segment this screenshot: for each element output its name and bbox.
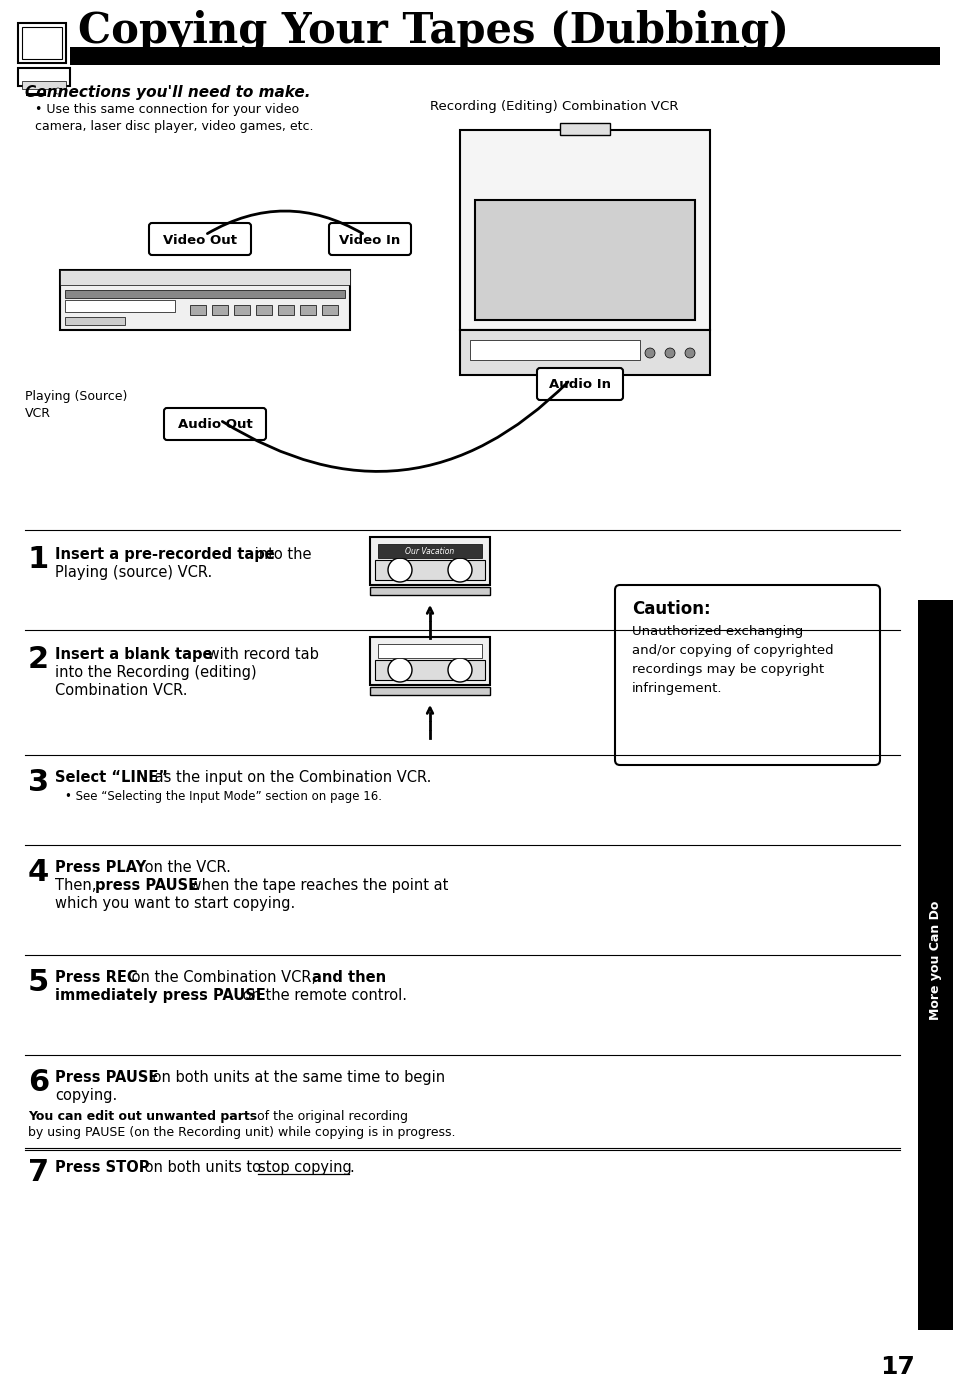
Bar: [233, 305, 250, 315]
Bar: [70, 47, 939, 65]
Text: Press PAUSE: Press PAUSE: [55, 1070, 158, 1085]
Bar: [212, 305, 228, 315]
Text: 17: 17: [879, 1355, 914, 1374]
Text: when the tape reaches the point at: when the tape reaches the point at: [185, 878, 448, 893]
Bar: [470, 339, 639, 360]
Text: Our Vacation: Our Vacation: [405, 547, 455, 555]
FancyBboxPatch shape: [537, 368, 622, 400]
Text: press PAUSE: press PAUSE: [95, 878, 198, 893]
Text: 2: 2: [28, 644, 49, 675]
Text: Then,: Then,: [55, 878, 101, 893]
Bar: [377, 644, 481, 658]
Bar: [65, 317, 125, 326]
Text: into the Recording (editing): into the Recording (editing): [55, 665, 256, 680]
Text: More you Can Do: More you Can Do: [928, 900, 942, 1020]
Bar: [375, 660, 484, 680]
Bar: [60, 271, 350, 330]
Bar: [65, 290, 345, 298]
Text: Press REC: Press REC: [55, 970, 137, 985]
Text: Insert a blank tape: Insert a blank tape: [55, 647, 213, 662]
Text: into the: into the: [250, 547, 312, 562]
Text: immediately press PAUSE: immediately press PAUSE: [55, 988, 266, 1003]
Text: Copying Your Tapes (Dubbing): Copying Your Tapes (Dubbing): [78, 10, 788, 52]
Text: Audio Out: Audio Out: [177, 419, 253, 431]
Bar: [917, 600, 953, 1330]
Bar: [475, 201, 695, 320]
Circle shape: [684, 348, 695, 359]
Text: copying.: copying.: [55, 1088, 117, 1103]
Bar: [255, 305, 272, 315]
Circle shape: [388, 658, 412, 682]
Circle shape: [388, 558, 412, 583]
Bar: [370, 638, 490, 686]
Text: Video Out: Video Out: [163, 234, 236, 246]
Text: • Use this same connection for your video
camera, laser disc player, video games: • Use this same connection for your vide…: [35, 103, 314, 133]
Text: 1: 1: [28, 545, 50, 574]
Bar: [370, 587, 490, 595]
Bar: [65, 300, 174, 312]
Text: on the Combination VCR,: on the Combination VCR,: [127, 970, 320, 985]
Bar: [18, 67, 70, 87]
Bar: [370, 537, 490, 585]
Text: stop copying: stop copying: [257, 1160, 352, 1175]
Text: • See “Selecting the Input Mode” section on page 16.: • See “Selecting the Input Mode” section…: [65, 790, 381, 802]
Bar: [377, 544, 481, 558]
Text: You can edit out unwanted parts: You can edit out unwanted parts: [28, 1110, 257, 1123]
Text: Playing (source) VCR.: Playing (source) VCR.: [55, 565, 212, 580]
Bar: [459, 131, 709, 330]
Text: Audio In: Audio In: [548, 378, 610, 392]
Bar: [322, 305, 337, 315]
Text: Press PLAY: Press PLAY: [55, 860, 146, 875]
Text: Insert a pre-recorded tape: Insert a pre-recorded tape: [55, 547, 274, 562]
Text: Recording (Editing) Combination VCR: Recording (Editing) Combination VCR: [430, 100, 678, 113]
Text: Select “LINE”: Select “LINE”: [55, 769, 168, 785]
Bar: [22, 81, 66, 89]
Text: which you want to start copying.: which you want to start copying.: [55, 896, 294, 911]
Bar: [277, 305, 294, 315]
FancyBboxPatch shape: [329, 223, 411, 256]
Text: 5: 5: [28, 969, 50, 998]
Bar: [190, 305, 206, 315]
Text: Video In: Video In: [339, 234, 400, 246]
Text: 4: 4: [28, 857, 50, 888]
Text: 7: 7: [28, 1158, 49, 1187]
Text: on the VCR.: on the VCR.: [140, 860, 231, 875]
Text: 3: 3: [28, 768, 49, 797]
Circle shape: [55, 88, 61, 93]
Circle shape: [448, 558, 472, 583]
Bar: [26, 93, 46, 96]
Text: .: .: [349, 1160, 354, 1175]
Text: Connections you'll need to make.: Connections you'll need to make.: [25, 85, 310, 100]
Circle shape: [448, 658, 472, 682]
Text: Unauthorized exchanging
and/or copying of copyrighted
recordings may be copyrigh: Unauthorized exchanging and/or copying o…: [631, 625, 833, 695]
Text: on the remote control.: on the remote control.: [237, 988, 407, 1003]
FancyBboxPatch shape: [615, 585, 879, 765]
Bar: [559, 124, 609, 135]
Text: as the input on the Combination VCR.: as the input on the Combination VCR.: [150, 769, 431, 785]
Bar: [18, 23, 66, 63]
Bar: [370, 687, 490, 695]
Bar: [459, 330, 709, 375]
Text: Press STOP: Press STOP: [55, 1160, 150, 1175]
Bar: [299, 305, 315, 315]
Text: of the original recording: of the original recording: [253, 1110, 408, 1123]
Bar: [22, 27, 62, 59]
Text: on both units at the same time to begin: on both units at the same time to begin: [148, 1070, 445, 1085]
Circle shape: [664, 348, 675, 359]
Text: by using PAUSE (on the Recording unit) while copying is in progress.: by using PAUSE (on the Recording unit) w…: [28, 1127, 455, 1139]
Text: Combination VCR.: Combination VCR.: [55, 683, 188, 698]
Bar: [60, 271, 350, 284]
Bar: [375, 561, 484, 580]
Text: with record tab: with record tab: [203, 647, 318, 662]
Text: Caution:: Caution:: [631, 600, 710, 618]
Circle shape: [644, 348, 655, 359]
FancyBboxPatch shape: [164, 408, 266, 440]
Text: Playing (Source)
VCR: Playing (Source) VCR: [25, 390, 128, 420]
Text: on both units to: on both units to: [140, 1160, 265, 1175]
Text: and then: and then: [312, 970, 386, 985]
Text: 6: 6: [28, 1068, 50, 1096]
FancyBboxPatch shape: [149, 223, 251, 256]
